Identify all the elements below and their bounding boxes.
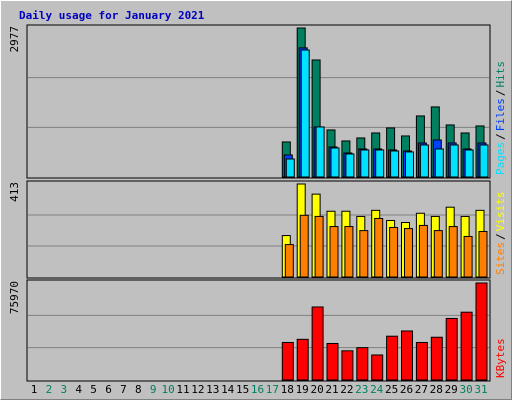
bar — [404, 228, 413, 278]
bar — [479, 144, 489, 178]
legend-label: Hits — [494, 61, 507, 88]
x-tick-label: 20 — [310, 383, 323, 396]
x-tick-label: 18 — [281, 383, 294, 396]
bar — [405, 151, 414, 178]
bar — [311, 306, 324, 381]
legend-separator: / — [494, 90, 507, 97]
legend-label: Files — [494, 98, 507, 131]
x-tick-label: 13 — [206, 383, 219, 396]
bar — [386, 335, 399, 381]
x-tick-label: 24 — [370, 383, 384, 396]
legend-label: KBytes — [494, 338, 507, 378]
legend-label: Pages — [494, 142, 507, 175]
legend-label: Visits — [494, 192, 507, 232]
bar — [359, 230, 369, 278]
bar — [419, 144, 429, 178]
bar — [281, 341, 294, 381]
bar — [449, 144, 459, 178]
bar — [463, 235, 473, 278]
y-tick-label: 2977 — [8, 26, 21, 53]
x-tick-label: 17 — [266, 383, 279, 396]
bar — [360, 149, 370, 178]
x-tick-label: 6 — [105, 383, 112, 396]
x-tick-label: 11 — [176, 383, 189, 396]
x-tick-label: 12 — [191, 383, 204, 396]
x-tick-label: 16 — [251, 383, 264, 396]
y-tick-label: 75970 — [8, 281, 21, 314]
bar — [330, 147, 340, 178]
bar — [374, 217, 384, 278]
bar — [448, 226, 458, 278]
bar — [341, 350, 354, 381]
bar — [356, 347, 369, 381]
x-tick-label: 25 — [385, 383, 398, 396]
bar — [478, 231, 488, 278]
x-tick-label: 28 — [430, 383, 443, 396]
y-tick-label: 413 — [8, 182, 21, 202]
x-tick-label: 1 — [31, 383, 38, 396]
x-tick-label: 2 — [46, 383, 53, 396]
x-tick-label: 22 — [340, 383, 353, 396]
bar — [445, 317, 458, 381]
chart-title: Daily usage for January 2021 — [19, 9, 205, 22]
bar — [430, 336, 443, 381]
bar — [415, 341, 428, 381]
x-tick-label: 3 — [60, 383, 67, 396]
x-tick-label: 4 — [75, 383, 82, 396]
bar — [375, 149, 385, 178]
x-tick-label: 30 — [459, 383, 472, 396]
x-tick-label: 10 — [161, 383, 174, 396]
legend-label: Sites — [494, 242, 507, 275]
x-tick-label: 29 — [445, 383, 458, 396]
x-tick-label: 19 — [296, 383, 309, 396]
x-tick-label: 9 — [150, 383, 157, 396]
bar — [460, 311, 473, 381]
bar — [475, 282, 488, 381]
x-tick-label: 15 — [236, 383, 249, 396]
bar — [344, 226, 354, 278]
x-tick-label: 23 — [355, 383, 368, 396]
bar — [300, 49, 310, 178]
bar — [296, 338, 309, 381]
bar — [326, 342, 339, 381]
legend-separator: / — [494, 133, 507, 140]
x-tick-label: 26 — [400, 383, 413, 396]
bar — [329, 226, 339, 278]
bar — [345, 153, 355, 178]
bar — [314, 215, 324, 278]
bar — [464, 149, 474, 178]
x-tick-label: 21 — [325, 383, 338, 396]
bar — [434, 148, 444, 178]
bar — [390, 150, 400, 178]
x-tick-label: 27 — [415, 383, 428, 396]
legend-separator: / — [494, 233, 507, 240]
x-tick-label: 5 — [90, 383, 97, 396]
bar — [315, 126, 325, 178]
bar — [371, 354, 384, 381]
x-tick-label: 7 — [120, 383, 127, 396]
bar — [389, 226, 399, 278]
bar — [418, 224, 428, 278]
x-tick-label: 8 — [135, 383, 142, 396]
bar — [285, 158, 295, 178]
x-tick-label: 31 — [474, 383, 487, 396]
bar — [433, 230, 443, 278]
x-tick-label: 14 — [221, 383, 235, 396]
bar — [284, 244, 294, 278]
bar — [299, 214, 309, 278]
bar — [401, 330, 413, 381]
